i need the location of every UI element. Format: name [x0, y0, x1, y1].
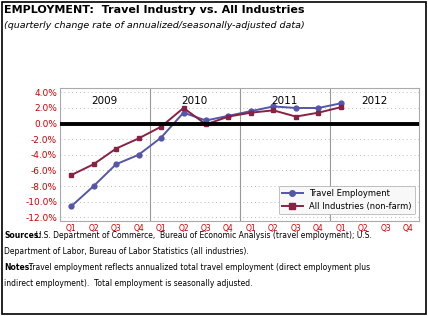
Text: 2010: 2010: [181, 95, 208, 106]
Text: indirect employment).  Total employment is seasonally adjusted.: indirect employment). Total employment i…: [4, 279, 253, 288]
Text: Sources:: Sources:: [4, 231, 42, 240]
Text: 2012: 2012: [361, 95, 388, 106]
Text: 2011: 2011: [271, 95, 298, 106]
Text: Department of Labor, Bureau of Labor Statistics (all industries).: Department of Labor, Bureau of Labor Sta…: [4, 247, 249, 256]
Text: U.S. Department of Commerce,  Bureau of Economic Analysis (travel employment); U: U.S. Department of Commerce, Bureau of E…: [31, 231, 372, 240]
Text: (quarterly change rate of annualized/seasonally-adjusted data): (quarterly change rate of annualized/sea…: [4, 21, 305, 29]
Text: 2009: 2009: [92, 95, 118, 106]
Legend: Travel Employment, All Industries (non-farm): Travel Employment, All Industries (non-f…: [279, 185, 415, 214]
Text: Notes:: Notes:: [4, 263, 33, 272]
Text: Travel employment reflects annualized total travel employment (direct employment: Travel employment reflects annualized to…: [24, 263, 370, 272]
Text: EMPLOYMENT:  Travel Industry vs. All Industries: EMPLOYMENT: Travel Industry vs. All Indu…: [4, 5, 305, 15]
